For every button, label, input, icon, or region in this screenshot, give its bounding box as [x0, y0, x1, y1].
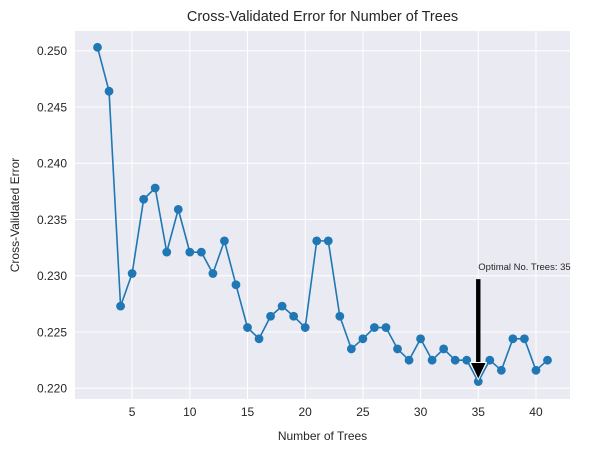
data-point: [416, 334, 425, 344]
x-tick-label: 20: [299, 405, 313, 419]
data-point: [300, 323, 310, 332]
data-point: [266, 311, 275, 321]
y-tick-label: 0.245: [37, 100, 67, 114]
annotation: Optimal No. Trees: 35: [469, 262, 571, 381]
x-ticks: 5 10 15 20 25 30 35 40: [129, 405, 543, 419]
data-point: [531, 365, 541, 375]
data-point: [543, 355, 552, 365]
data-point: [439, 344, 449, 354]
plot-area: [75, 31, 570, 399]
data-point: [231, 280, 241, 290]
data-point: [312, 236, 322, 246]
data-point: [289, 311, 299, 321]
x-axis-label: Number of Trees: [278, 429, 367, 443]
data-point: [473, 377, 483, 386]
x-tick-label: 35: [472, 405, 486, 419]
data-point: [150, 183, 160, 193]
series-line: [96, 47, 549, 383]
y-tick-label: 0.235: [37, 213, 67, 227]
data-point: [346, 344, 356, 354]
data-point: [404, 355, 414, 365]
data-point: [393, 344, 402, 354]
data-point: [323, 236, 333, 246]
markers: [93, 42, 552, 386]
y-tick-label: 0.230: [37, 269, 67, 283]
data-point: [185, 247, 195, 257]
data-point: [381, 323, 391, 332]
data-point: [220, 236, 229, 246]
data-point: [243, 323, 252, 332]
data-point: [358, 334, 368, 344]
chart-title: Cross-Validated Error for Number of Tree…: [187, 9, 458, 25]
data-point: [462, 355, 472, 365]
y-ticks: 0.220 0.225 0.230 0.235 0.240 0.245 0.250: [37, 44, 67, 396]
data-point: [485, 355, 495, 365]
data-point: [370, 323, 379, 332]
data-point: [277, 301, 287, 311]
x-tick-label: 30: [414, 405, 428, 419]
series-layer: [96, 47, 549, 383]
data-point: [496, 365, 506, 375]
annotation-arrow-shaft: [476, 279, 481, 363]
y-tick-label: 0.250: [37, 44, 67, 58]
annotation-label: Optimal No. Trees: 35: [478, 262, 570, 273]
x-tick-label: 40: [529, 405, 543, 419]
data-point: [104, 86, 114, 96]
data-point: [93, 42, 102, 52]
y-axis-label: Cross-Validated Error: [8, 158, 22, 272]
grid: [75, 31, 570, 399]
data-point: [427, 355, 437, 365]
data-point: [508, 334, 518, 344]
data-point: [335, 311, 345, 321]
y-tick-label: 0.225: [37, 325, 67, 339]
y-tick-label: 0.240: [37, 157, 67, 171]
y-tick-label: 0.220: [37, 382, 67, 396]
data-point: [116, 301, 125, 311]
x-tick-label: 5: [129, 405, 136, 419]
data-point: [127, 269, 137, 278]
data-point: [139, 194, 149, 204]
x-tick-label: 10: [183, 405, 197, 419]
data-point: [208, 269, 218, 278]
annotation-arrow-head: [469, 362, 488, 381]
data-point: [450, 355, 460, 365]
data-point: [254, 334, 264, 344]
data-point: [196, 247, 206, 257]
x-tick-label: 15: [241, 405, 255, 419]
data-point: [162, 247, 172, 257]
data-point: [173, 204, 183, 214]
data-point: [520, 334, 529, 344]
x-tick-label: 25: [356, 405, 370, 419]
